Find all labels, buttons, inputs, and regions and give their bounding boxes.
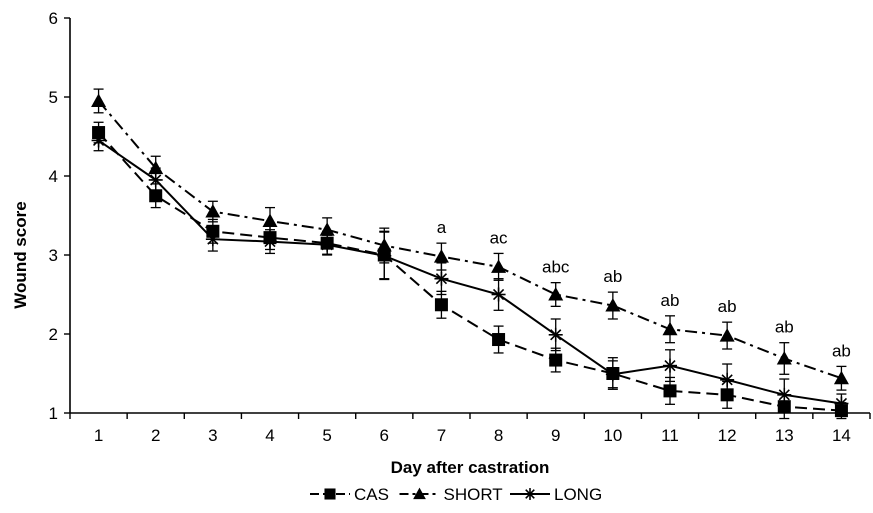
significance-label: ab	[832, 341, 851, 360]
data-point-short	[433, 249, 449, 263]
x-tick-label: 3	[208, 426, 217, 445]
data-point-short	[833, 370, 849, 385]
x-tick-label: 6	[380, 426, 389, 445]
data-point-long	[548, 327, 563, 342]
data-point-long	[205, 232, 220, 247]
y-tick-label: 1	[49, 404, 58, 423]
y-tick-label: 6	[49, 9, 58, 28]
series-line-short	[97, 100, 842, 380]
chart-series-lines	[97, 100, 842, 412]
legend-item-short: SHORT	[399, 485, 503, 504]
significance-label: ab	[718, 297, 737, 316]
data-point-long	[777, 387, 792, 402]
x-tick-label: 7	[437, 426, 446, 445]
x-tick-label: 4	[265, 426, 274, 445]
data-point-short	[548, 287, 564, 301]
data-point-short	[605, 298, 621, 312]
data-point-short	[262, 213, 278, 228]
legend-marker-long	[524, 488, 536, 500]
y-tick-label: 2	[49, 325, 58, 344]
data-point-short	[91, 93, 107, 107]
legend-marker-short	[413, 487, 426, 500]
x-tick-label: 2	[151, 426, 160, 445]
data-point-short	[662, 321, 678, 336]
data-point-cas	[149, 189, 163, 203]
data-point-cas	[720, 388, 734, 402]
data-point-short	[491, 259, 507, 273]
data-point-long	[834, 396, 849, 411]
data-point-cas	[492, 333, 506, 347]
data-point-long	[434, 271, 449, 286]
series-line-long	[98, 139, 842, 405]
data-point-long	[320, 237, 335, 252]
data-point-long	[148, 172, 163, 187]
x-tick-label: 9	[551, 426, 560, 445]
significance-label: ac	[490, 228, 508, 247]
data-point-long	[491, 287, 506, 302]
legend-label-long: LONG	[554, 485, 602, 504]
legend-marker-cas	[324, 488, 336, 500]
data-point-short	[205, 204, 221, 218]
chart-markers	[91, 93, 849, 418]
data-point-cas	[777, 400, 791, 414]
x-axis-title: Day after castration	[391, 458, 550, 477]
significance-label: ab	[603, 267, 622, 286]
legend-item-cas: CAS	[310, 485, 389, 504]
chart-error-bars	[93, 88, 847, 420]
x-tick-label: 10	[603, 426, 622, 445]
data-point-short	[719, 328, 735, 342]
x-tick-label: 5	[322, 426, 331, 445]
data-point-cas	[549, 353, 563, 367]
data-point-short	[776, 350, 792, 365]
data-point-cas	[92, 126, 106, 140]
series-line-cas	[97, 131, 842, 412]
data-point-long	[91, 133, 106, 148]
data-point-long	[377, 248, 392, 263]
y-tick-label: 5	[49, 88, 58, 107]
data-point-long	[605, 367, 620, 382]
data-point-short	[319, 222, 335, 236]
x-tick-label: 1	[94, 426, 103, 445]
data-point-long	[720, 372, 735, 387]
chart-annotations: a ac abc ab ab ab ab ab	[437, 218, 851, 360]
legend-label-cas: CAS	[354, 485, 389, 504]
x-tick-label: 12	[718, 426, 737, 445]
y-tick-label: 4	[49, 167, 58, 186]
data-point-cas	[663, 384, 677, 398]
x-tick-label: 11	[661, 426, 679, 445]
y-axis-title: Wound score	[11, 201, 30, 308]
x-tick-label: 8	[494, 426, 503, 445]
data-point-cas	[206, 224, 220, 238]
chart-legend: CAS SHORT LONG	[310, 485, 602, 504]
data-point-cas	[434, 298, 448, 312]
significance-label: abc	[542, 258, 570, 277]
x-tick-label: 14	[832, 426, 851, 445]
y-tick-label: 3	[49, 246, 58, 265]
data-point-long	[263, 234, 277, 249]
significance-label: a	[437, 218, 447, 237]
data-point-short	[376, 238, 392, 252]
data-point-short	[148, 160, 164, 175]
data-point-long	[663, 358, 677, 373]
legend-label-short: SHORT	[444, 485, 503, 504]
x-tick-label: 13	[775, 426, 794, 445]
legend-item-long: LONG	[510, 485, 602, 504]
significance-label: ab	[661, 291, 680, 310]
significance-label: ab	[775, 318, 794, 337]
